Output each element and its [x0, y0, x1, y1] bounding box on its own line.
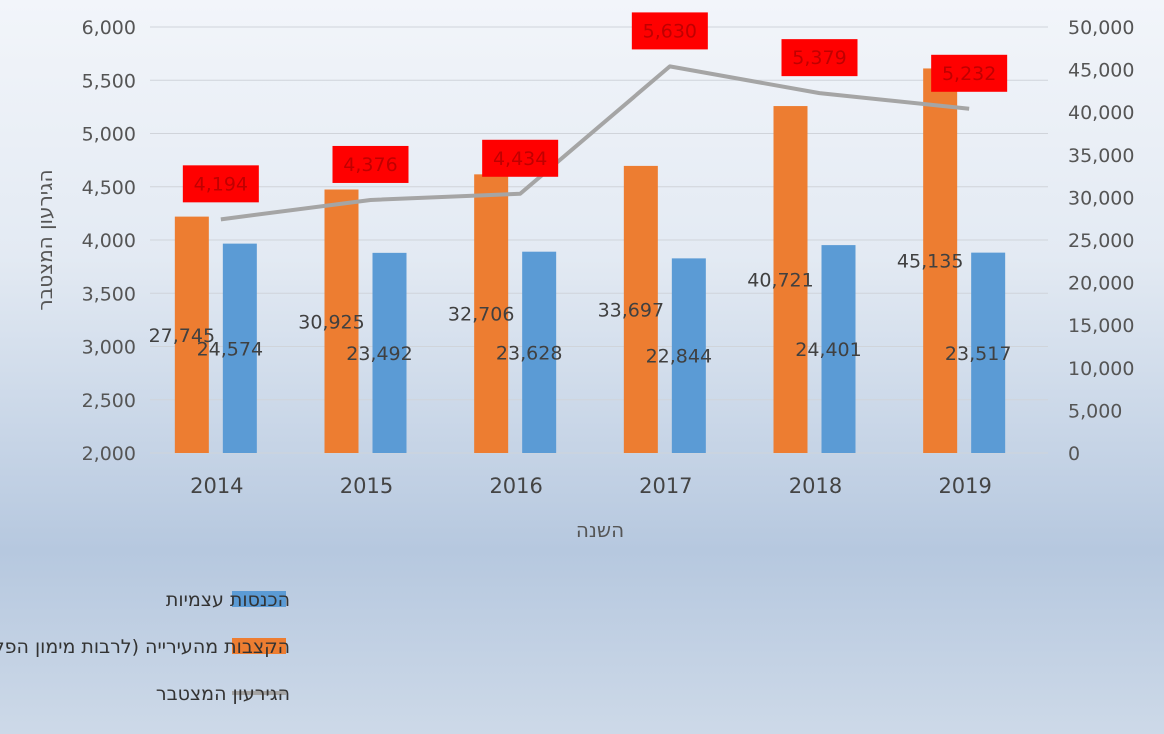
legend-label: הכנסות עצמיות [166, 589, 290, 611]
bar-own-income [372, 252, 407, 453]
x-axis-title: השנה [576, 518, 624, 542]
x-axis-tick: 2016 [489, 474, 542, 498]
right-axis-tick: 20,000 [1068, 273, 1134, 295]
right-axis-tick: 45,000 [1068, 60, 1134, 82]
left-axis-title: הגירעון המצטבר [33, 169, 57, 310]
left-axis-tick: 3,500 [82, 283, 136, 305]
data-label-allocations: 27,745 [149, 325, 215, 347]
bar-allocations [324, 189, 359, 454]
right-axis-tick: 50,000 [1068, 17, 1134, 39]
data-label-allocations: 30,925 [298, 311, 364, 333]
cumulative-label-box [482, 139, 559, 177]
left-axis-tick: 3,000 [82, 337, 136, 359]
data-label-own-income: 24,574 [197, 338, 263, 360]
right-axis-tick: 30,000 [1068, 187, 1134, 209]
bar-allocations [623, 165, 658, 454]
right-axis-tick: 15,000 [1068, 315, 1134, 337]
data-label-allocations: 32,706 [448, 304, 514, 326]
right-axis-tick: 25,000 [1068, 230, 1134, 252]
data-label-cumulative: 5,379 [792, 47, 846, 69]
left-axis-tick: 5,000 [82, 124, 136, 146]
bar-own-income [222, 243, 257, 453]
right-axis-tick: 40,000 [1068, 102, 1134, 124]
left-axis-tick: 4,500 [82, 177, 136, 199]
left-axis-tick: 5,500 [82, 70, 136, 92]
right-axis-tick: 35,000 [1068, 145, 1134, 167]
legend-label: הגירעון המצטבר [156, 683, 290, 705]
data-label-own-income: 24,401 [795, 339, 861, 361]
cumulative-label-box [182, 165, 259, 203]
bar-own-income [522, 251, 557, 453]
data-label-cumulative: 5,630 [643, 20, 697, 42]
data-label-own-income: 22,844 [646, 346, 712, 368]
legend-swatch [232, 638, 286, 654]
data-label-cumulative: 4,376 [343, 154, 397, 176]
bar-own-income [821, 245, 856, 453]
right-axis-tick: 5,000 [1068, 400, 1122, 422]
cumulative-label-box [332, 145, 409, 183]
x-axis-tick: 2019 [938, 474, 991, 498]
x-axis-tick: 2015 [340, 474, 393, 498]
x-axis-tick: 2017 [639, 474, 692, 498]
left-axis-tick: 6,000 [82, 17, 136, 39]
bar-allocations [923, 68, 958, 453]
right-axis-tick: 10,000 [1068, 358, 1134, 380]
legend-swatch [232, 591, 286, 607]
data-label-own-income: 23,628 [496, 342, 562, 364]
data-label-own-income: 23,517 [945, 343, 1011, 365]
line-cumulative-deficit [220, 64, 970, 222]
legend-label: הקצבות מהעירייה (לרבות מימון הפקת אירועי… [0, 636, 290, 658]
data-label-allocations: 33,697 [598, 299, 664, 321]
data-label-allocations: 45,135 [897, 251, 963, 273]
left-axis-tick: 2,000 [82, 443, 136, 465]
cumulative-label-box [781, 39, 858, 77]
data-label-own-income: 23,492 [346, 343, 412, 365]
left-axis-tick: 4,000 [82, 230, 136, 252]
right-axis-tick: 0 [1068, 443, 1080, 465]
data-label-cumulative: 4,194 [194, 173, 248, 195]
x-axis-tick: 2014 [190, 474, 243, 498]
left-axis-tick: 2,500 [82, 390, 136, 412]
bar-own-income [671, 258, 706, 453]
data-label-allocations: 40,721 [747, 270, 813, 292]
data-label-cumulative: 5,232 [942, 63, 996, 85]
bar-allocations [474, 174, 509, 453]
bar-own-income [971, 252, 1006, 453]
data-label-cumulative: 4,434 [493, 148, 547, 170]
x-axis-tick: 2018 [789, 474, 842, 498]
cumulative-label-box [631, 12, 708, 50]
bar-allocations [773, 106, 808, 454]
bar-allocations [174, 216, 209, 453]
cumulative-label-box [931, 54, 1008, 92]
